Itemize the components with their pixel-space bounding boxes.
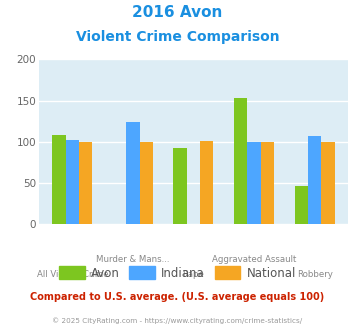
- Bar: [295, 186, 308, 224]
- Text: Murder & Mans...: Murder & Mans...: [96, 255, 170, 264]
- Text: Compared to U.S. average. (U.S. average equals 100): Compared to U.S. average. (U.S. average …: [31, 292, 324, 302]
- Text: Violent Crime Comparison: Violent Crime Comparison: [76, 30, 279, 44]
- Bar: [53, 135, 66, 224]
- Bar: [308, 136, 321, 224]
- Text: © 2025 CityRating.com - https://www.cityrating.com/crime-statistics/: © 2025 CityRating.com - https://www.city…: [53, 317, 302, 324]
- Text: Rape: Rape: [182, 270, 204, 279]
- Text: 2016 Avon: 2016 Avon: [132, 5, 223, 20]
- Text: Aggravated Assault: Aggravated Assault: [212, 255, 296, 264]
- Bar: [174, 148, 187, 224]
- Bar: [261, 142, 274, 224]
- Bar: [140, 142, 153, 224]
- Text: Robbery: Robbery: [297, 270, 333, 279]
- Bar: [247, 142, 261, 224]
- Bar: [79, 142, 92, 224]
- Text: All Violent Crime: All Violent Crime: [37, 270, 108, 279]
- Legend: Avon, Indiana, National: Avon, Indiana, National: [55, 262, 300, 284]
- Bar: [321, 142, 334, 224]
- Bar: [200, 141, 213, 224]
- Bar: [126, 122, 140, 224]
- Bar: [234, 98, 247, 224]
- Bar: [66, 140, 79, 224]
